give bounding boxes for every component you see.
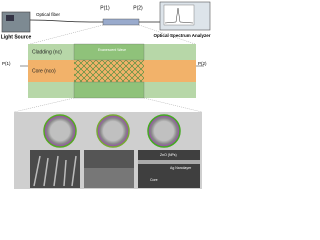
sem-label-2: Ag Nanolayer [170, 166, 192, 170]
light-source-label: Light Source [1, 34, 32, 40]
sem-rods [33, 155, 77, 187]
core-label: Core (nco) [32, 68, 56, 74]
spectrum-trace [164, 7, 194, 24]
zoom-lines-2 [13, 97, 203, 113]
cross-section-1 [43, 114, 77, 148]
setup: Light Source Optical fiber P(1) P(2) Opt… [1, 1, 211, 45]
fiber-label: Optical fiber [36, 12, 61, 17]
fiber-detail: Cladding (nc) Core (nco) P(1) P(2) Evane… [2, 43, 207, 113]
fiber-cable [29, 19, 160, 23]
sem-label-3: Core [150, 178, 158, 182]
light-source-panel [6, 15, 14, 21]
figure: Light Source Optical fiber P(1) P(2) Opt… [1, 1, 211, 189]
sem-layer [84, 168, 134, 188]
p1-label: P(1) [100, 5, 110, 11]
sensor-region [102, 18, 140, 26]
cladding-label: Cladding (nc) [32, 49, 62, 55]
cross-section-2 [96, 114, 130, 148]
sem-image-3 [138, 150, 200, 188]
sensing-film-top [73, 43, 145, 61]
sensing-film-bottom [73, 81, 145, 99]
fiber-p1-label: P(1) [2, 61, 11, 66]
sem-ag-layer [138, 160, 200, 164]
fiber-p2-label: P(2) [198, 61, 207, 66]
sem-label-1: ZnO (NPs) [160, 153, 177, 157]
cross-section-panel: ZnO (NPs) Ag Nanolayer Core [14, 112, 202, 189]
zoom-lines [29, 24, 196, 45]
evanescent-label: Evanescent Wave [98, 48, 126, 52]
p2-label: P(2) [133, 5, 143, 11]
cross-section-3 [147, 114, 181, 148]
analyzer-label: Optical Spectrum Analyzer [153, 33, 210, 38]
evanescent-region [74, 60, 144, 82]
